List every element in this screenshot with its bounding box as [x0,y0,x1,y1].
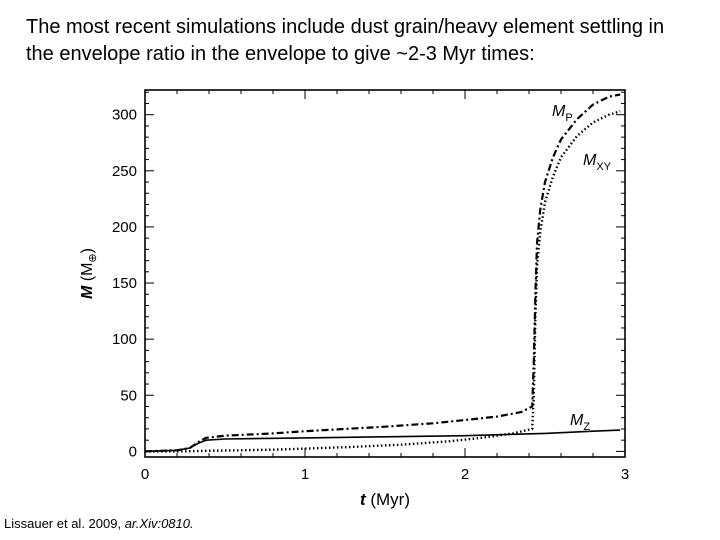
x-axis-label: t (Myr) [360,490,410,509]
series-label-z: MZ [570,412,590,433]
y-axis-ticks: 0 50 100 150 200 250 300 [112,91,625,460]
x-axis-variable: t [360,490,370,509]
series-label-xy: MXY [583,152,612,173]
x-tick-label: 1 [301,466,309,483]
figure-caption: Lissauer et al. 2009, ar.Xiv:0810. [4,516,194,531]
series-lines [144,93,621,453]
y-tick-label: 250 [112,163,137,180]
y-tick-label: 100 [112,331,137,348]
plot-frame [144,89,626,458]
series-label-subscript: XY [596,161,611,173]
series-label-subscript: P [565,112,572,124]
slide-heading-line-2: the envelope ratio in the envelope to gi… [26,43,535,65]
slide-heading-line-1: The most recent simulations include dust… [26,16,665,38]
x-tick-label: 0 [141,466,149,483]
y-tick-label: 200 [112,219,137,236]
y-axis-label: M (M⊕) [79,248,99,299]
y-tick-label: 50 [120,387,137,404]
x-tick-label: 3 [621,466,629,483]
series-labels: MP MXY MZ [552,103,612,433]
y-axis-variable: M [79,281,96,299]
x-axis-unit: (Myr) [370,490,410,509]
y-tick-label: 0 [129,443,137,460]
series-line-z [144,429,621,453]
x-axis-ticks: 0 1 2 3 [141,90,629,483]
y-tick-label: 300 [112,107,137,124]
plot-border [144,89,626,458]
caption-reference: ar.Xiv:0810. [124,516,194,531]
series-label-subscript: Z [583,421,590,433]
y-tick-label: 150 [112,275,137,292]
y-axis-unit: (M [79,263,96,282]
series-label-p: MP [552,103,573,124]
x-tick-label: 2 [461,466,469,483]
caption-authors: Lissauer et al. 2009, [4,516,125,531]
y-axis-unit-close: ) [79,248,96,253]
series-line-p [144,93,621,453]
series-line-xy [145,110,621,453]
slide-heading: The most recent simulations include dust… [26,14,706,68]
y-axis-unit-subscript: ⊕ [87,253,99,262]
